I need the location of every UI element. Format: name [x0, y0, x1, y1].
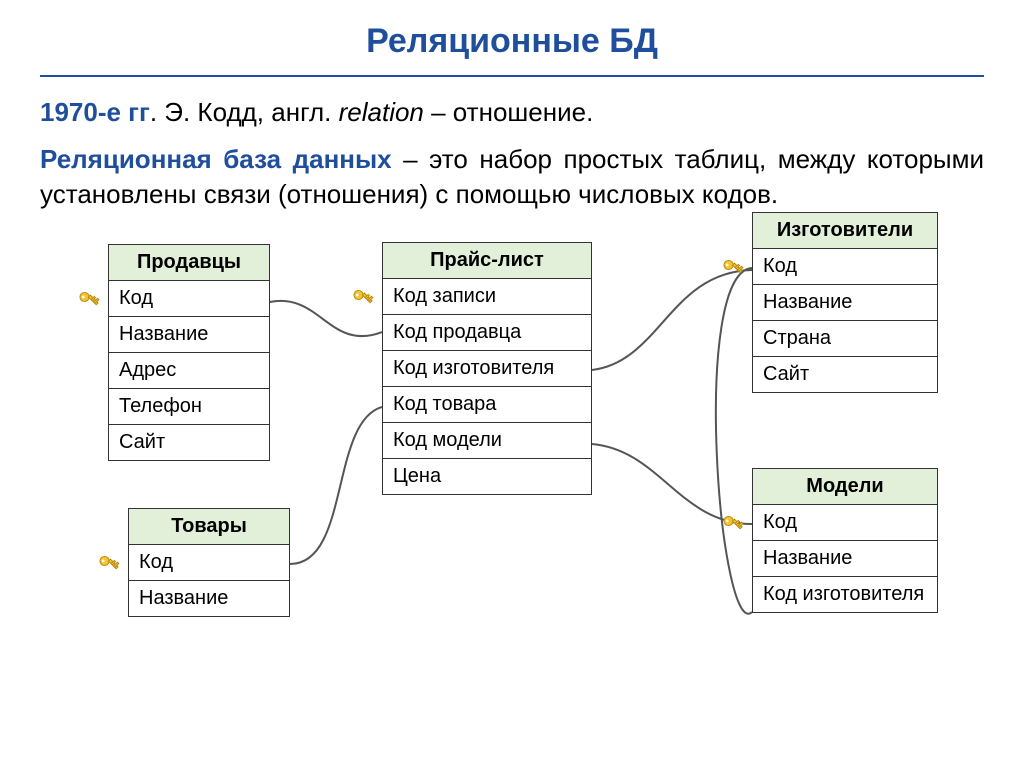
table-sellers: Продавцы Код Название Адрес Телефон Сайт — [108, 244, 270, 461]
table-row: Код — [129, 545, 289, 581]
body-text: 1970-е гг. Э. Кодд, англ. relation – отн… — [0, 95, 1024, 212]
table-header: Изготовители — [753, 213, 937, 249]
table-header: Продавцы — [109, 245, 269, 281]
key-icon — [349, 280, 380, 311]
table-row: Код изготовителя — [383, 351, 591, 387]
table-row: Код модели — [383, 423, 591, 459]
table-header: Модели — [753, 469, 937, 505]
intro-line-1: 1970-е гг. Э. Кодд, англ. relation – отн… — [40, 95, 984, 130]
table-row: Код — [109, 281, 269, 317]
title-divider — [40, 75, 984, 77]
table-row: Название — [753, 541, 937, 577]
table-header: Товары — [129, 509, 289, 545]
key-icon — [719, 506, 750, 537]
table-row: Телефон — [109, 389, 269, 425]
relation-translation: – отношение. — [424, 97, 593, 127]
table-row: Код изготовителя — [753, 577, 937, 612]
table-row: Код товара — [383, 387, 591, 423]
table-row: Страна — [753, 321, 937, 357]
page-title: Реляционные БД — [0, 0, 1024, 71]
table-header: Прайс-лист — [383, 243, 591, 279]
table-manufacturers: Изготовители Код Название Страна Сайт — [752, 212, 938, 393]
year-span: 1970-е гг — [40, 97, 150, 127]
connector-path — [716, 268, 752, 614]
connector-path — [290, 407, 382, 564]
relation-italic: relation — [339, 97, 424, 127]
connector-path — [592, 270, 752, 370]
er-diagram: Продавцы Код Название Адрес Телефон Сайт… — [0, 212, 1024, 692]
table-row: Код продавца — [383, 315, 591, 351]
table-row: Код записи — [383, 279, 591, 315]
table-row: Код — [753, 505, 937, 541]
key-icon — [95, 546, 126, 577]
key-icon — [75, 282, 106, 313]
intro-line-2: Реляционная база данных – это набор прос… — [40, 142, 984, 212]
dot: . — [150, 97, 164, 127]
term-span: Реляционная база данных — [40, 144, 392, 174]
table-row: Название — [753, 285, 937, 321]
table-row: Адрес — [109, 353, 269, 389]
table-models: Модели Код Название Код изготовителя — [752, 468, 938, 613]
author-span: Э. Кодд, англ. — [164, 97, 338, 127]
table-row: Код — [753, 249, 937, 285]
key-icon — [719, 250, 750, 281]
table-row: Название — [129, 581, 289, 616]
table-goods: Товары Код Название — [128, 508, 290, 617]
table-row: Сайт — [109, 425, 269, 460]
table-pricelist: Прайс-лист Код записи Код продавца Код и… — [382, 242, 592, 495]
table-row: Сайт — [753, 357, 937, 392]
table-row: Цена — [383, 459, 591, 494]
table-row: Название — [109, 317, 269, 353]
